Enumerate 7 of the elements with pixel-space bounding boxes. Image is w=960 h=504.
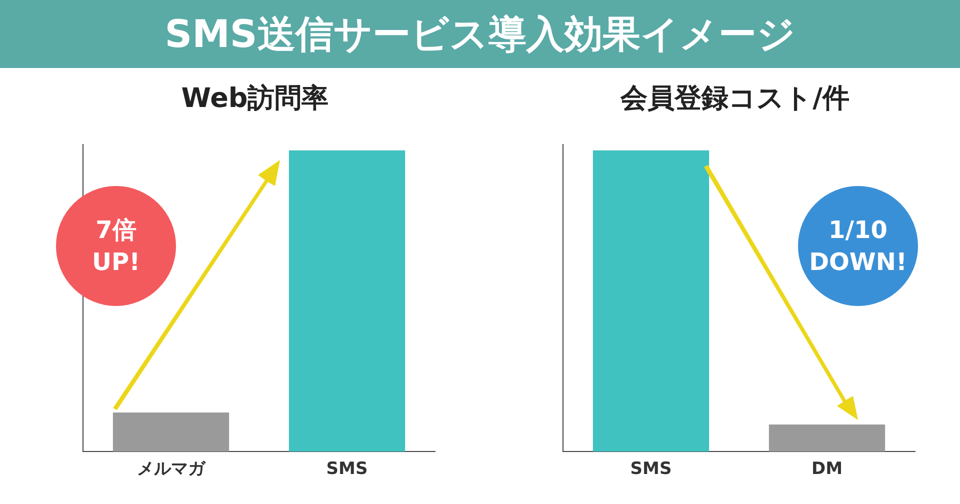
x-tick-label: SMS xyxy=(326,459,368,480)
x-tick-label: DM xyxy=(811,459,843,480)
chart-title: 会員登録コスト/件 xyxy=(620,83,850,114)
x-tick-label: メルマガ xyxy=(137,459,206,480)
text: SMS送信サービス導入効果イメージ xyxy=(0,0,960,68)
x-tick-label: SMS xyxy=(630,459,672,480)
chart-title: Web訪問率 xyxy=(181,83,329,114)
